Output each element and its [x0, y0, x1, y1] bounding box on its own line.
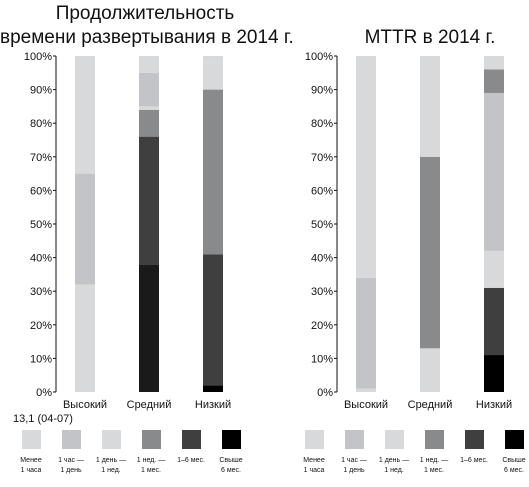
y-tick-label-left: 50% [30, 219, 52, 231]
legend-item: 1 день — 1 нед. [90, 430, 132, 476]
y-tick-label-right: 60% [311, 185, 333, 197]
legend-item: Менее 1 часа [10, 430, 52, 476]
y-tick-label-left: 100% [24, 51, 52, 63]
bar-segment-left-Низкий-4 [203, 89, 223, 255]
bar-segment-right-Низкий-1 [484, 287, 504, 356]
y-tick-label-left: 10% [30, 353, 52, 365]
legend-swatch [424, 430, 444, 449]
bar-segment-right-Высокий-2 [356, 56, 376, 278]
legend-swatch [181, 430, 201, 449]
legend-swatch [384, 430, 404, 449]
bar-segment-right-Низкий-3 [484, 92, 504, 251]
bar-segment-left-Низкий-7 [203, 56, 223, 63]
y-tick-label-right: 80% [311, 118, 333, 130]
legend-swatch [141, 430, 161, 449]
legend-swatch [61, 430, 81, 449]
y-tick-label-right: 10% [311, 353, 333, 365]
legend-swatch [344, 430, 364, 449]
y-tick-label-left: 0% [36, 387, 52, 399]
legend-label: Свыше 6 мес. [219, 457, 243, 474]
bar-segment-left-Средний-3 [139, 136, 159, 265]
bar-segment-left-Средний-4 [139, 109, 159, 137]
chart-title-right: MTTR в 2014 г. [364, 27, 496, 48]
y-tick-label-right: 30% [311, 286, 333, 298]
y-tick-label-left: 70% [30, 152, 52, 164]
y-tick-label-left: 60% [30, 185, 52, 197]
legend-item: Менее 1 часа [293, 430, 335, 476]
y-tick-label-right: 40% [311, 253, 333, 265]
chart-annotation: 13,1 (04-07) [13, 413, 73, 425]
bar-segment-right-Средний-2 [420, 56, 440, 157]
bar-segment-left-Низкий-2 [203, 385, 223, 392]
legend-label: 1 нед. — 1 мес. [419, 457, 449, 474]
bar-segment-right-Средний-1 [420, 156, 440, 349]
legend-label: 1 день — 1 нед. [95, 457, 127, 474]
bar-segment-left-Средний-7 [139, 56, 159, 73]
y-tick-label-right: 100% [305, 51, 333, 63]
legend-swatch [101, 430, 121, 449]
chart-title-left-line2: времени развертывания в 2014 г. [0, 27, 294, 48]
legend-label: 1 нед. — 1 мес. [136, 457, 166, 474]
y-tick-label-right: 50% [311, 219, 333, 231]
legend-label: 1–6 мес. [177, 457, 205, 464]
chart-title-left: Продолжительность времени развертывания … [0, 2, 294, 50]
y-tick-label-right: 90% [311, 85, 333, 97]
y-tick-label-left: 40% [30, 253, 52, 265]
y-tick-label-right: 20% [311, 320, 333, 332]
x-category-label-left: Средний [127, 399, 172, 411]
bar-segment-left-Низкий-3 [203, 254, 223, 386]
bar-segment-right-Высокий-1 [356, 277, 376, 389]
bar-segment-right-Низкий-5 [484, 56, 504, 70]
legend-item: Свыше 6 мес. [210, 430, 252, 476]
bar-segment-left-Высокий-0 [75, 284, 95, 392]
x-category-label-right: Низкий [476, 399, 512, 411]
bar-segment-left-Средний-2 [139, 264, 159, 392]
x-category-label-left: Высокий [63, 399, 107, 411]
legend-swatch [21, 430, 41, 449]
y-tick-label-left: 30% [30, 286, 52, 298]
bar-segment-right-Высокий-0 [356, 388, 376, 392]
legend-label: 1–6 мес. [460, 457, 488, 464]
legend-item: 1 день — 1 нед. [373, 430, 415, 476]
legend-swatch [504, 430, 524, 449]
legend-item: 1 час — 1 день [333, 430, 375, 476]
legend-label: 1 день — 1 нед. [378, 457, 410, 474]
legend-item: 1 нед. — 1 мес. [130, 430, 172, 476]
legend-swatch [304, 430, 324, 449]
bar-segment-left-Средний-5 [139, 106, 159, 110]
legend-label: Менее 1 часа [20, 457, 42, 474]
x-category-label-right: Высокий [344, 399, 388, 411]
bar-segment-left-Высокий-1 [75, 173, 95, 285]
legend-item: 1–6 мес. [453, 430, 495, 466]
legend-item: 1–6 мес. [170, 430, 212, 466]
bar-segment-left-Средний-6 [139, 72, 159, 107]
bar-segment-right-Низкий-2 [484, 250, 504, 288]
legend-swatch [464, 430, 484, 449]
legend-label: 1 час — 1 день [58, 457, 84, 474]
bar-segment-right-Низкий-0 [484, 355, 504, 392]
bar-segment-left-Высокий-2 [75, 56, 95, 174]
chart-title-left-line1: Продолжительность [55, 3, 235, 24]
bar-segment-right-Средний-0 [420, 348, 440, 392]
legend-label: Свыше 6 мес. [502, 457, 526, 474]
y-tick-label-left: 20% [30, 320, 52, 332]
legend-swatch [221, 430, 241, 449]
x-category-label-left: Низкий [195, 399, 231, 411]
legend-item: 1 нед. — 1 мес. [413, 430, 455, 476]
legend-item: Свыше 6 мес. [493, 430, 529, 476]
legend-label: Менее 1 часа [303, 457, 325, 474]
x-category-label-right: Средний [408, 399, 453, 411]
bar-segment-left-Низкий-5 [203, 62, 223, 90]
legend-item: 1 час — 1 день [50, 430, 92, 476]
y-tick-label-right: 0% [317, 387, 333, 399]
legend-label: 1 час — 1 день [341, 457, 367, 474]
y-tick-label-left: 90% [30, 85, 52, 97]
y-tick-label-left: 80% [30, 118, 52, 130]
bar-segment-right-Низкий-4 [484, 69, 504, 93]
y-tick-label-right: 70% [311, 152, 333, 164]
